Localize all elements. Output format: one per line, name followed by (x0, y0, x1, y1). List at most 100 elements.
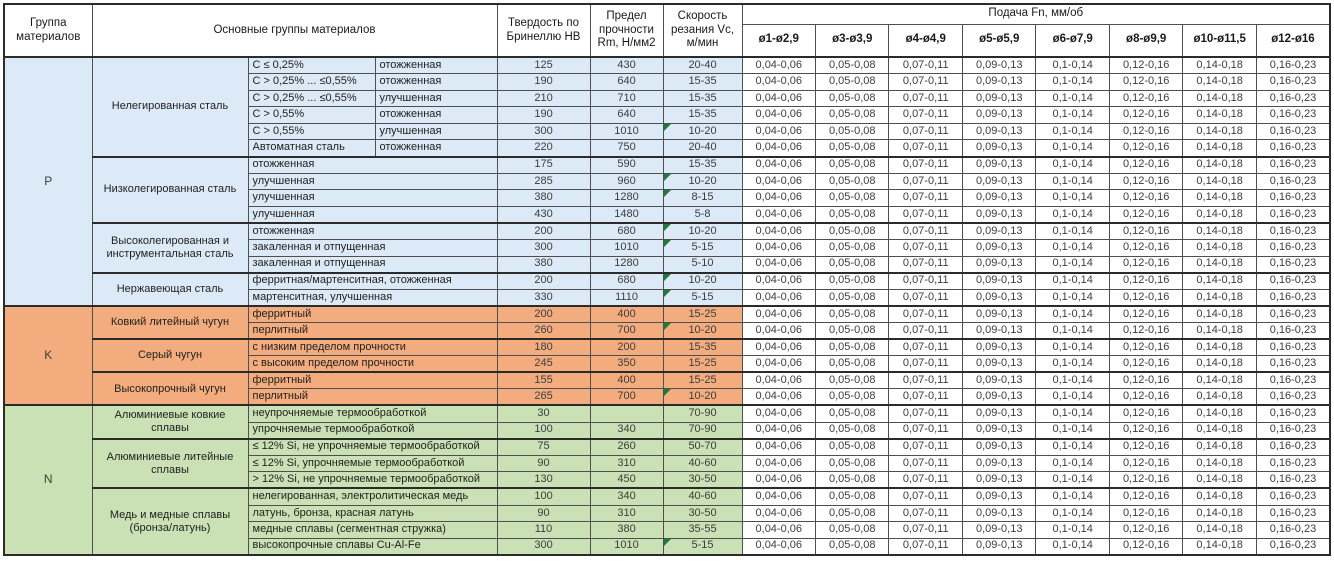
feed-cell: 0,04-0,06 (741, 454, 817, 473)
feed-cell: 0,12-0,16 (1108, 89, 1184, 108)
material-detail-cell: ≤ 12% Si, не упрочняемые термообработкой (247, 437, 498, 456)
feed-cell: 0,12-0,16 (1108, 437, 1184, 456)
feed-cell: 0,16-0,23 (1255, 205, 1331, 224)
header-main-material-groups: Основные группы материалов (91, 3, 498, 58)
cutting-speed-cell: 40-60 (662, 454, 743, 473)
cutting-speed-cell: 10-20 (662, 122, 743, 141)
feed-cell: 0,09-0,13 (961, 421, 1037, 440)
feed-cell: 0,07-0,11 (888, 322, 963, 340)
strength-cell: 1280 (589, 255, 664, 274)
feed-cell: 0,07-0,11 (888, 504, 963, 523)
cutting-speed-cell: 5-15 (662, 537, 743, 556)
header-diameter-range: ø12-ø16 (1255, 23, 1331, 58)
material-detail-cell: нелегированная, электролитическая медь (247, 487, 498, 506)
feed-cell: 0,05-0,08 (814, 288, 890, 307)
hardness-cell: 30 (496, 404, 591, 423)
feed-cell: 0,12-0,16 (1108, 56, 1184, 75)
feed-cell: 0,1-0,14 (1035, 56, 1110, 75)
feed-cell: 0,1-0,14 (1035, 388, 1110, 406)
feed-cell: 0,1-0,14 (1035, 471, 1110, 489)
feed-cell: 0,04-0,06 (741, 288, 817, 307)
material-detail-cell: > 12% Si, не упрочняемые термообработкой (247, 471, 498, 489)
group-cell: K (3, 304, 93, 406)
strength-cell: 1010 (589, 537, 664, 556)
feed-cell: 0,07-0,11 (888, 189, 963, 207)
strength-cell: 680 (589, 221, 664, 241)
material-detail-cell: латунь, бронза, красная латунь (247, 504, 498, 523)
feed-cell: 0,09-0,13 (961, 437, 1037, 456)
cutting-speed-cell: 5-15 (662, 239, 743, 257)
cutting-speed-cell: 35-55 (662, 521, 743, 539)
cutting-speed-cell: 15-25 (662, 355, 743, 373)
feed-cell: 0,1-0,14 (1035, 437, 1110, 456)
header-material-group: Группа материалов (3, 3, 93, 58)
feed-cell: 0,1-0,14 (1035, 288, 1110, 307)
feed-cell: 0,07-0,11 (888, 404, 963, 423)
feed-cell: 0,05-0,08 (814, 56, 890, 75)
table-row: высокопрочные сплавы Cu-Al-Fe 300 1010 5-15… (4, 537, 1331, 556)
feed-cell: 0,04-0,06 (741, 338, 817, 357)
hardness-cell: 130 (496, 471, 591, 489)
table-row: ≤ 12% Si, упрочняемые термообработкой 90 3… (4, 454, 1331, 473)
material-detail-cell: неупрочняемые термообработкой (247, 404, 498, 423)
feed-cell: 0,16-0,23 (1255, 521, 1331, 539)
feed-cell: 0,09-0,13 (961, 221, 1037, 241)
hardness-cell: 190 (496, 73, 591, 91)
state-cell: отожженная (374, 106, 498, 124)
table-row: Алюминиевые литейные сплавы ≤ 12% Si, не … (4, 437, 1331, 489)
feed-cell: 0,04-0,06 (741, 56, 817, 75)
feed-cell: 0,04-0,06 (741, 89, 817, 108)
feed-cell: 0,12-0,16 (1108, 189, 1184, 207)
feed-cell: 0,16-0,23 (1255, 355, 1331, 373)
feed-cell: 0,1-0,14 (1035, 172, 1110, 191)
feed-cell: 0,04-0,06 (741, 404, 817, 423)
table-body: P Нелегированная сталь C ≤ 0,25% отожженная… (3, 56, 1331, 556)
feed-cell: 0,04-0,06 (741, 172, 817, 191)
feed-cell: 0,05-0,08 (814, 304, 890, 323)
feed-cell: 0,14-0,18 (1182, 388, 1257, 406)
green-flag-icon (664, 539, 671, 546)
header-diameter-range: ø6-ø7,9 (1035, 23, 1110, 58)
feed-cell: 0,1-0,14 (1035, 504, 1110, 523)
feed-cell: 0,04-0,06 (741, 255, 817, 274)
feed-cell: 0,05-0,08 (814, 421, 890, 440)
feed-cell: 0,04-0,06 (741, 205, 817, 224)
feed-cell: 0,07-0,11 (888, 155, 963, 174)
table-row: латунь, бронза, красная латунь 90 310 30-50… (4, 504, 1331, 523)
feed-cell: 0,05-0,08 (814, 404, 890, 423)
table-row: Низколегированная сталь отожженная 175 590 1… (4, 155, 1331, 224)
material-detail-cell: медные сплавы (сегментная стружка) (247, 521, 498, 539)
feed-cell: 0,09-0,13 (961, 288, 1037, 307)
state-cell: улучшенная (374, 122, 498, 141)
feed-cell: 0,05-0,08 (814, 73, 890, 91)
feed-cell: 0,07-0,11 (888, 205, 963, 224)
condition-cell: C > 0,55% (247, 122, 376, 141)
feed-cell: 0,12-0,16 (1108, 288, 1184, 307)
feed-cell: 0,1-0,14 (1035, 271, 1110, 290)
feed-cell: 0,09-0,13 (961, 205, 1037, 224)
feed-cell: 0,07-0,11 (888, 338, 963, 357)
feed-cell: 0,09-0,13 (961, 255, 1037, 274)
hardness-cell: 430 (496, 205, 591, 224)
feed-cell: 0,05-0,08 (814, 454, 890, 473)
feed-cell: 0,05-0,08 (814, 521, 890, 539)
material-detail-cell: закаленная и отпущенная (247, 255, 498, 274)
hardness-cell: 285 (496, 172, 591, 191)
table-row: N Алюминиевые ковкие сплавы неупрочняемые … (3, 404, 1331, 556)
table-row: Нержавеющая сталь ферритная/мартенситная,… (4, 271, 1331, 307)
cutting-speed-cell: 10-20 (662, 271, 743, 290)
material-detail-cell: ферритный (247, 304, 498, 323)
feed-cell: 0,16-0,23 (1255, 89, 1331, 108)
strength-cell: 380 (589, 521, 664, 539)
cutting-speed-cell: 50-70 (662, 437, 743, 456)
material-detail-cell: улучшенная (247, 172, 498, 191)
strength-cell: 700 (589, 322, 664, 340)
feed-cell: 0,07-0,11 (888, 388, 963, 406)
material-detail-cell: перлитный (247, 322, 498, 340)
feed-cell: 0,16-0,23 (1255, 106, 1331, 124)
strength-cell: 750 (589, 139, 664, 158)
feed-cell: 0,09-0,13 (961, 371, 1037, 390)
cutting-speed-cell: 15-35 (662, 338, 743, 357)
feed-cell: 0,16-0,23 (1255, 239, 1331, 257)
header-brinell-hardness: Твердость по Бринеллю HB (496, 3, 591, 58)
